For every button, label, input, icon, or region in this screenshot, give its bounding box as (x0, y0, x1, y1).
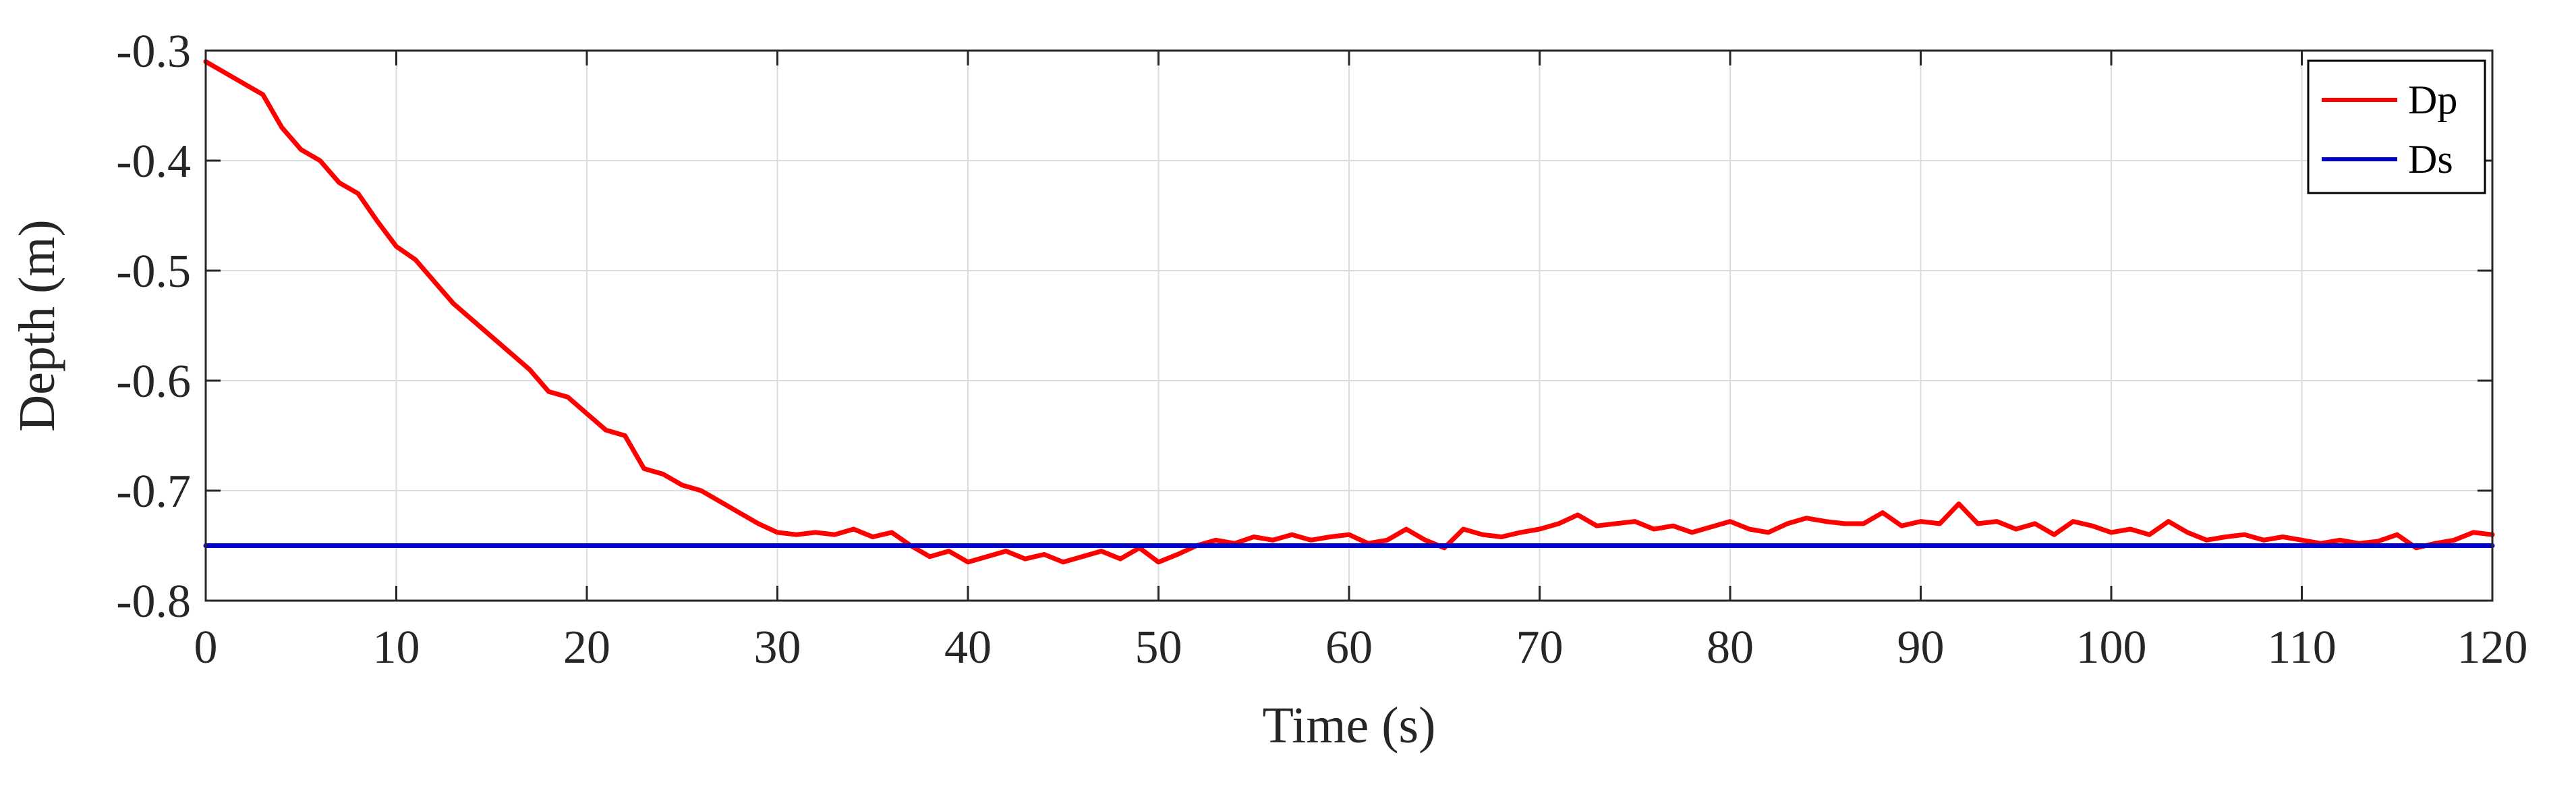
legend-label-ds: Ds (2408, 137, 2453, 182)
x-tick-label: 60 (1325, 622, 1373, 674)
x-tick-label: 70 (1516, 622, 1564, 674)
y-tick-label: -0.6 (116, 356, 191, 408)
x-tick-label: 10 (373, 622, 420, 674)
legend-box (2307, 59, 2486, 194)
legend: Dp Ds (2307, 59, 2486, 194)
series-layer (203, 59, 2495, 565)
x-tick-label: 90 (1897, 622, 1945, 674)
y-tick-label: -0.8 (116, 576, 191, 628)
y-tick-label: -0.3 (116, 26, 191, 78)
legend-label-dp: Dp (2408, 78, 2457, 122)
x-axis-title: Time (s) (1263, 697, 1436, 754)
y-tick-label: -0.5 (116, 246, 191, 298)
series-line-dp (203, 59, 2495, 565)
y-axis-title: Depth (m) (9, 219, 65, 431)
x-tick-label: 50 (1135, 622, 1182, 674)
ticks: 0 10 20 30 40 50 60 70 80 90 100 110 120 -0.8 -0.7 -0.6… (116, 26, 2527, 674)
x-tick-label: 0 (194, 622, 218, 674)
y-tick-label: -0.7 (116, 466, 191, 518)
x-tick-label: 110 (2267, 622, 2336, 674)
x-tick-label: 20 (563, 622, 610, 674)
x-tick-label: 30 (754, 622, 801, 674)
x-tick-label: 40 (944, 622, 992, 674)
x-tick-label: 80 (1707, 622, 1754, 674)
y-tick-label: -0.4 (116, 136, 191, 188)
x-tick-label: 120 (2457, 622, 2528, 674)
x-tick-label: 100 (2076, 622, 2147, 674)
